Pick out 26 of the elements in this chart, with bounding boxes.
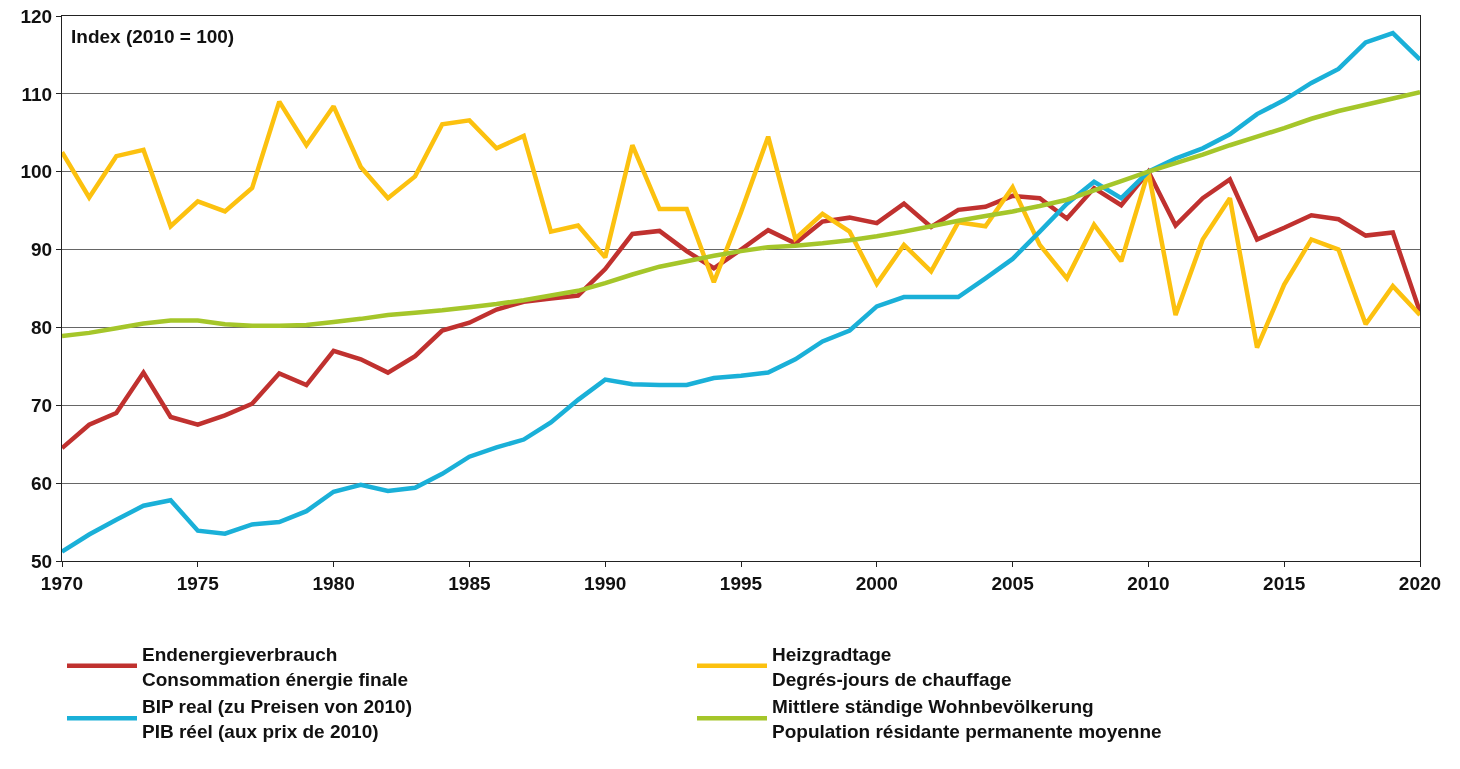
- legend-label: Heizgradtage Degrés-jours de chauffage: [772, 643, 1012, 690]
- line-series: [62, 169, 1420, 451]
- x-tick-label: 2020: [1398, 572, 1442, 594]
- x-tick-label: 1970: [40, 572, 84, 594]
- y-tick-label: 70: [30, 394, 53, 416]
- y-tick-label: 120: [20, 5, 53, 27]
- legend-label: Endenergieverbrauch Consommation énergie finale: [142, 643, 409, 690]
- x-tick-label: 2015: [1263, 572, 1306, 594]
- y-axis-title: Index (2010 = 100): [71, 26, 235, 47]
- y-tick-label: 90: [30, 239, 53, 261]
- x-tick-label: 2005: [991, 572, 1035, 594]
- x-tick-label: 1975: [176, 572, 220, 594]
- y-tick-label: 60: [30, 472, 53, 494]
- x-tick-label: 2010: [1127, 572, 1170, 594]
- x-tick-label: 1980: [312, 572, 355, 594]
- legend-label: Mittlere ständige Wohnbevölkerung Population résidante permanente moyenne: [772, 696, 1162, 742]
- y-tick-label: 80: [30, 317, 53, 339]
- y-tick-label: 110: [21, 83, 53, 105]
- legend-label: BIP real (zu Preisen von 2010) PIB réel (aux prix de 2010): [142, 696, 412, 742]
- line-series: [62, 30, 1420, 554]
- x-tick-label: 1995: [719, 572, 763, 594]
- x-tick-label: 2000: [855, 572, 898, 594]
- x-tick-label: 1985: [448, 572, 491, 594]
- y-tick-label: 100: [20, 161, 53, 183]
- y-tick-label: 50: [30, 550, 53, 572]
- x-tick-label: 1990: [584, 572, 627, 594]
